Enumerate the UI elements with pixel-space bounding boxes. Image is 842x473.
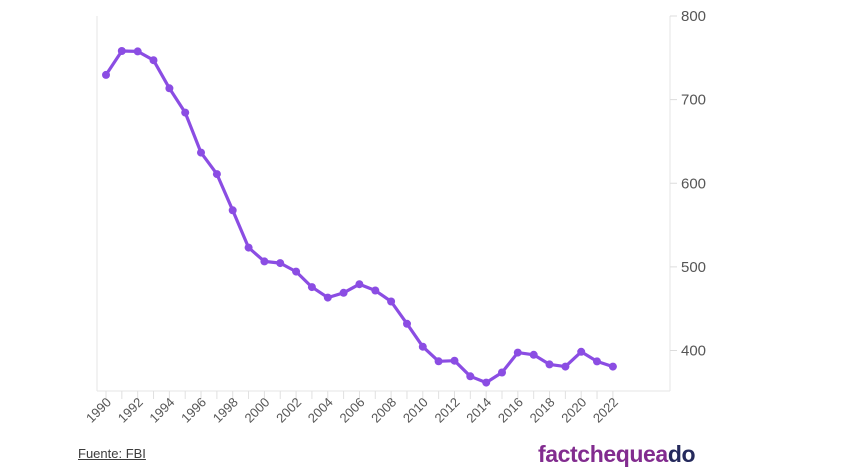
factchequeado-logo: factchequeado xyxy=(538,441,696,468)
x-axis-label: 2014 xyxy=(463,395,494,426)
x-axis-label: 2008 xyxy=(368,395,399,426)
data-point xyxy=(545,360,554,369)
data-point xyxy=(228,206,237,215)
data-point xyxy=(577,347,586,356)
x-axis-label: 2000 xyxy=(241,395,272,426)
series-line xyxy=(104,49,615,385)
data-point xyxy=(197,148,205,157)
data-point xyxy=(212,170,221,179)
data-point xyxy=(117,47,126,55)
x-axis-label: 1992 xyxy=(115,395,146,426)
data-point xyxy=(498,368,506,377)
data-point xyxy=(355,280,364,289)
x-axis-label: 2020 xyxy=(558,395,589,426)
data-point xyxy=(371,286,380,295)
logo-text-secondary: do xyxy=(667,441,696,467)
data-point xyxy=(561,362,570,371)
data-point xyxy=(244,243,253,252)
data-point xyxy=(102,70,110,79)
data-point xyxy=(529,350,538,359)
y-axis-label: 600 xyxy=(681,175,706,192)
data-point xyxy=(593,357,601,366)
source-link[interactable]: Fuente: FBI xyxy=(78,446,146,461)
data-point xyxy=(292,267,301,276)
data-point xyxy=(323,293,332,302)
data-point xyxy=(387,297,396,306)
data-point xyxy=(149,56,158,65)
x-axis-label: 2022 xyxy=(590,395,621,426)
data-point xyxy=(403,319,411,328)
x-axis-label: 2016 xyxy=(495,395,526,426)
x-axis-label: 1994 xyxy=(146,395,177,426)
y-axis-label: 500 xyxy=(681,259,706,276)
x-axis-label: 2010 xyxy=(400,395,431,426)
x-axis-label: 2018 xyxy=(527,395,558,426)
data-point xyxy=(450,356,459,365)
data-point xyxy=(307,283,316,292)
x-axis-label: 2004 xyxy=(305,395,336,426)
data-point xyxy=(260,257,269,266)
logo-text-primary: factchequea xyxy=(538,441,668,467)
data-point xyxy=(276,259,285,268)
data-point xyxy=(181,108,190,117)
y-axis-label: 400 xyxy=(681,343,706,360)
x-axis-label: 1990 xyxy=(83,395,114,426)
data-point xyxy=(608,362,617,371)
data-point xyxy=(513,348,522,357)
data-point xyxy=(434,357,443,366)
data-point xyxy=(418,342,427,351)
data-point xyxy=(466,372,475,381)
y-axis-label: 800 xyxy=(681,8,706,25)
x-axis-label: 2002 xyxy=(273,395,304,426)
y-axis-label: 700 xyxy=(681,92,706,109)
x-axis-label: 1998 xyxy=(210,395,241,426)
data-point xyxy=(133,47,142,56)
data-point xyxy=(165,84,174,93)
x-axis-label: 2012 xyxy=(432,395,463,426)
x-axis-label: 2006 xyxy=(337,395,368,426)
data-point xyxy=(339,288,348,297)
x-axis-label: 1996 xyxy=(178,395,209,426)
data-point xyxy=(482,378,491,387)
